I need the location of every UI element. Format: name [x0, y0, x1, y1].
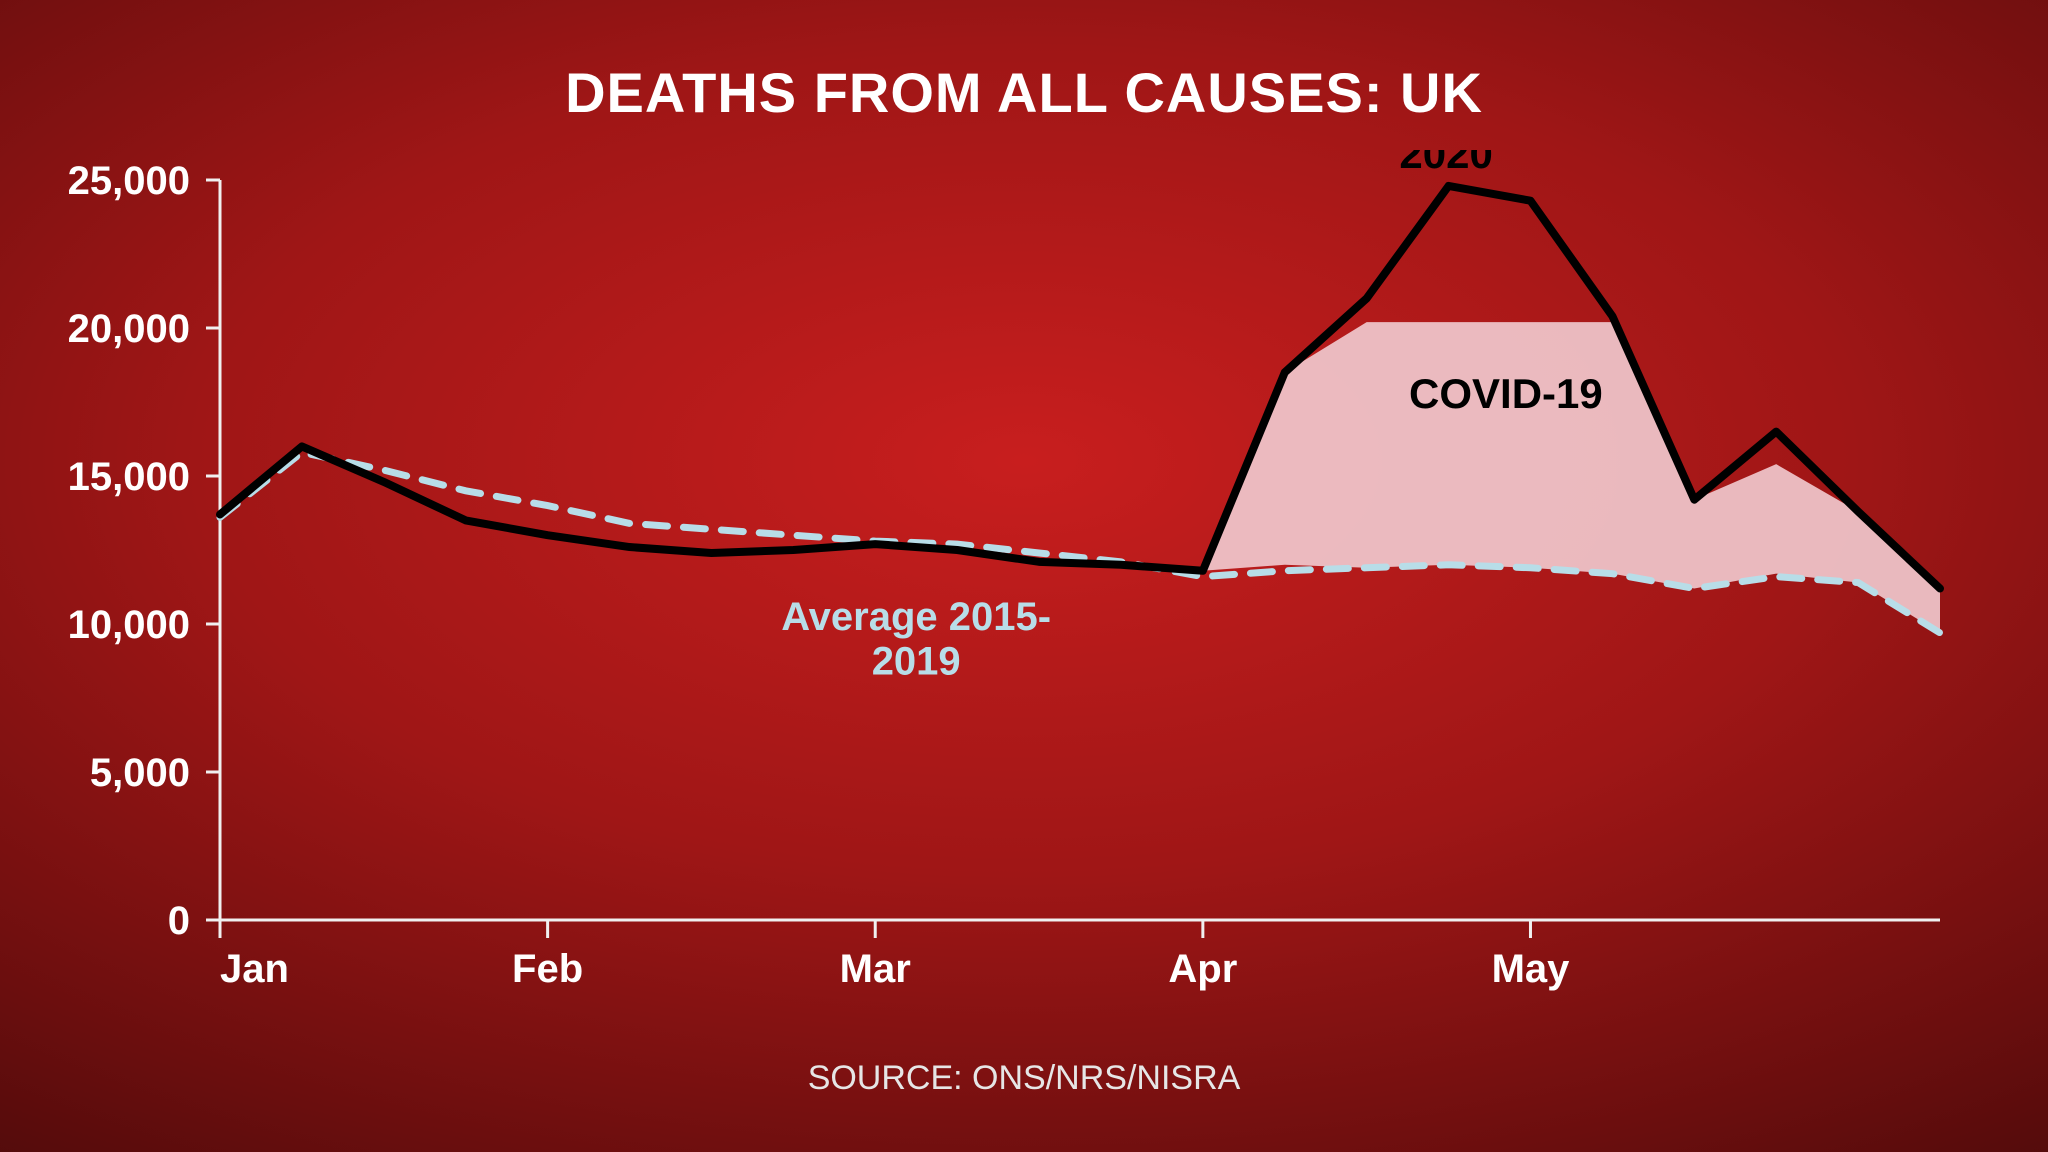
- annotation-label_2020: 2020: [1399, 150, 1492, 177]
- annotation-label_avg2: 2019: [872, 639, 961, 683]
- covid-band: [1203, 322, 1940, 633]
- annotation-label_covid: COVID-19: [1409, 370, 1603, 417]
- x-tick-label: Jan: [220, 947, 289, 991]
- annotation-label_avg1: Average 2015-: [781, 595, 1051, 639]
- y-tick-label: 10,000: [68, 603, 190, 647]
- y-tick-label: 20,000: [68, 307, 190, 351]
- chart-stage: DEATHS FROM ALL CAUSES: UK 0 5,000 10,000 1…: [0, 0, 2048, 1152]
- x-tick-label: May: [1492, 947, 1571, 991]
- chart-plot-area: 0 5,000 10,000 15,000 20,000 25,000 Jan Feb Mar A…: [60, 150, 1980, 1030]
- x-tick-label: Feb: [512, 947, 583, 991]
- y-tick-label: 5,000: [90, 751, 190, 795]
- y-tick-label: 0: [168, 899, 190, 943]
- chart-source: SOURCE: ONS/NRS/NISRA: [0, 1059, 2048, 1098]
- y-tick-label: 15,000: [68, 455, 190, 499]
- y-tick-label: 25,000: [68, 159, 190, 203]
- x-tick-label: Mar: [840, 947, 911, 991]
- chart-svg: 0 5,000 10,000 15,000 20,000 25,000 Jan Feb Mar A…: [60, 150, 1980, 1030]
- x-tick-label: Apr: [1168, 947, 1237, 991]
- chart-title: DEATHS FROM ALL CAUSES: UK: [0, 60, 2048, 125]
